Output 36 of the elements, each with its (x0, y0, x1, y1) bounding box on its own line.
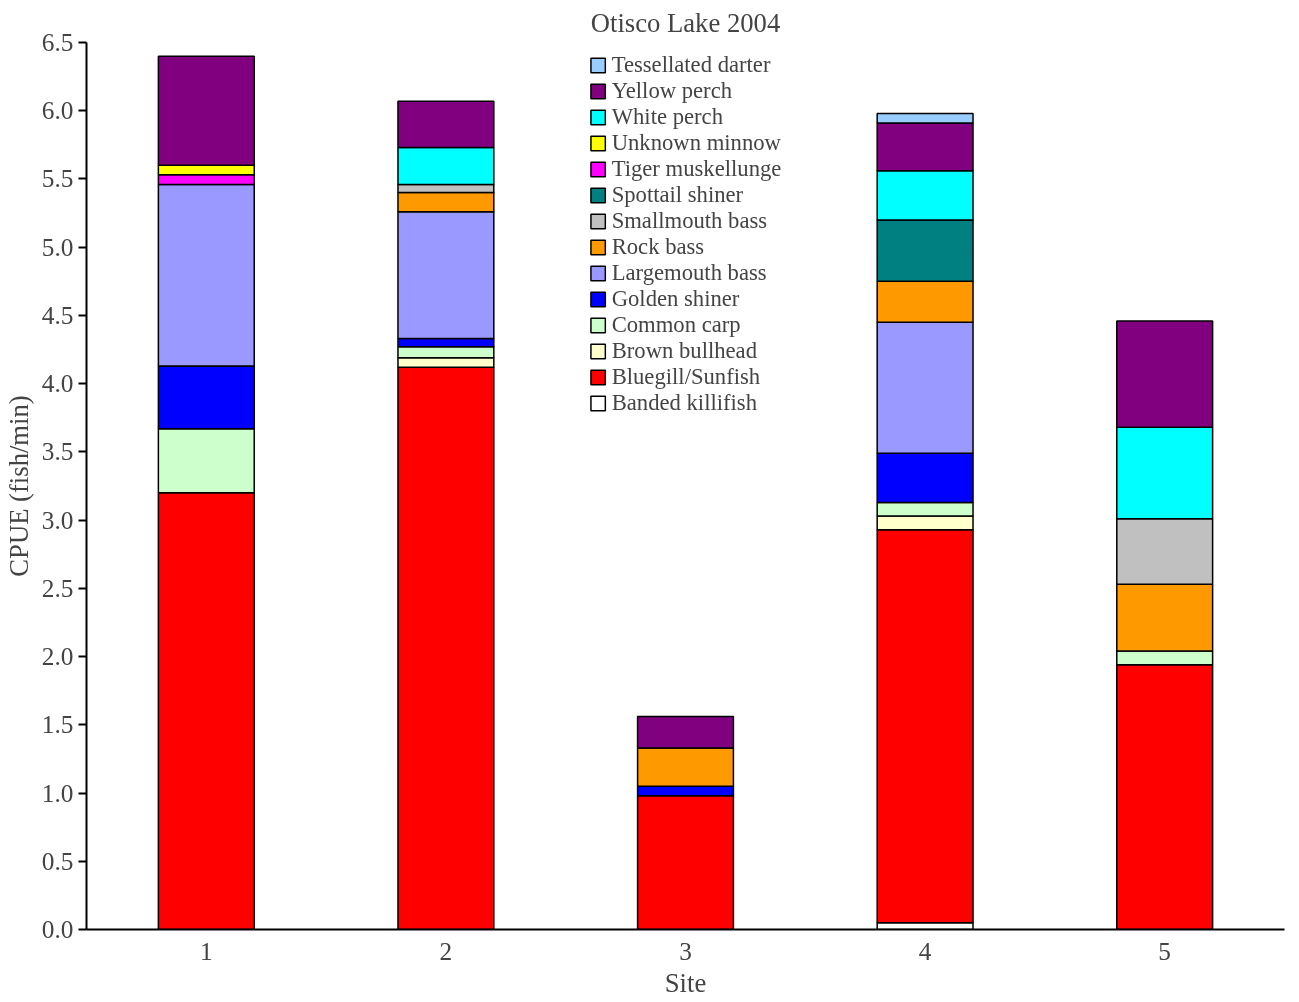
y-tick-label: 1.5 (41, 710, 74, 739)
y-tick-label: 5.0 (41, 232, 74, 261)
y-tick-label: 6.5 (41, 28, 74, 56)
legend-label: Brown bullhead (611, 338, 757, 364)
y-tick-label: 0.5 (41, 846, 74, 875)
chart-title: Otisco Lake 2004 (590, 7, 781, 38)
y-axis-title: CPUE (fish/min) (3, 395, 34, 577)
legend-label: Rock bass (611, 234, 705, 260)
legend-label: Bluegill/Sunfish (611, 364, 761, 390)
legend-label: Largemouth bass (611, 260, 767, 286)
y-tick-label: 2.0 (41, 642, 74, 671)
x-tick-label: 5 (1158, 936, 1172, 965)
legend-label: Common carp (611, 312, 741, 338)
legend-label: Unknown minnow (611, 130, 781, 156)
x-tick-label: 1 (199, 936, 213, 965)
legend-label: White perch (611, 104, 723, 130)
legend-label: Tiger muskellunge (611, 156, 782, 182)
y-tick-label: 0.0 (41, 915, 74, 943)
legend-label: Banded killifish (611, 390, 758, 416)
x-tick-label: 2 (439, 936, 453, 965)
y-tick-label: 4.5 (41, 300, 74, 329)
y-tick-label: 1.0 (41, 778, 74, 807)
y-tick-label: 3.5 (41, 437, 74, 466)
legend-label: Spottail shiner (611, 182, 744, 208)
y-tick-label: 4.0 (41, 369, 74, 398)
legend-label: Smallmouth bass (611, 208, 768, 234)
x-tick-label: 3 (679, 936, 692, 965)
y-tick-label: 6.0 (41, 96, 74, 125)
y-tick-label: 5.5 (41, 164, 74, 193)
legend-label: Tessellated darter (611, 52, 771, 78)
x-axis-title: Site (664, 967, 707, 998)
legend-label: Yellow perch (611, 78, 733, 104)
y-tick-label: 2.5 (41, 573, 74, 602)
x-tick-label: 4 (918, 936, 932, 965)
legend-label: Golden shiner (611, 286, 740, 312)
y-tick-label: 3.0 (41, 505, 74, 534)
